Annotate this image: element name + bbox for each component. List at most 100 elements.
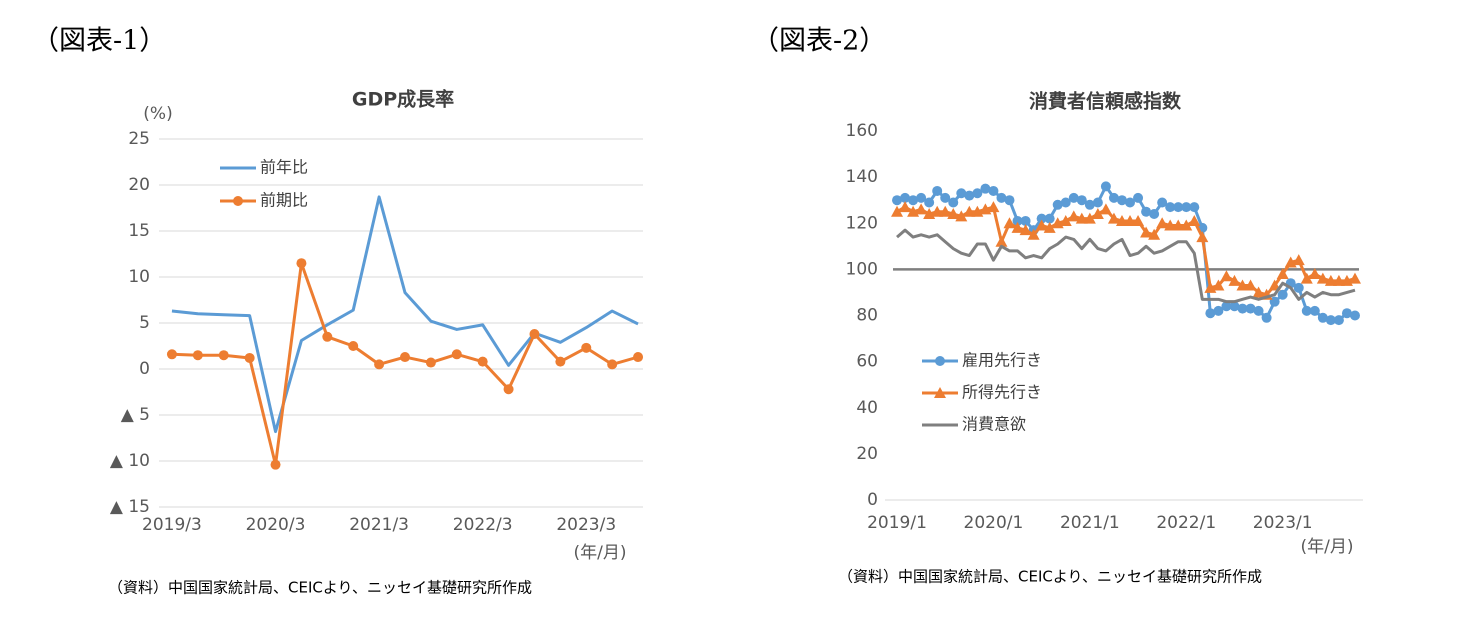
y-tick-label: 25 <box>128 129 150 149</box>
marker <box>899 201 912 213</box>
marker <box>1189 202 1200 213</box>
marker <box>932 185 943 196</box>
marker <box>1180 219 1193 231</box>
marker <box>972 188 983 199</box>
marker <box>964 190 975 201</box>
marker <box>924 197 935 208</box>
marker <box>915 203 928 215</box>
marker <box>581 342 592 353</box>
marker <box>908 195 919 206</box>
marker <box>939 205 952 217</box>
marker <box>233 196 243 206</box>
marker <box>995 235 1008 247</box>
marker <box>1348 272 1361 284</box>
marker <box>1019 224 1032 236</box>
y-axis-label: (%) <box>143 104 172 124</box>
marker <box>633 352 644 363</box>
marker <box>1325 315 1336 326</box>
marker <box>1116 195 1127 206</box>
marker <box>1115 214 1128 226</box>
line <box>896 205 1356 297</box>
marker <box>1301 305 1312 316</box>
marker <box>1149 209 1160 220</box>
chart-title: GDP成長率 <box>352 88 454 111</box>
x-tick-label: 2022/1 <box>1156 513 1216 533</box>
legend-label: 雇用先行き <box>962 351 1042 370</box>
y-tick-label: ▲ 5 <box>121 405 150 425</box>
marker <box>1300 272 1313 284</box>
marker <box>1349 310 1360 321</box>
marker <box>348 341 359 351</box>
marker <box>166 349 177 360</box>
marker <box>1316 272 1329 284</box>
marker <box>1092 197 1103 208</box>
marker <box>1157 197 1168 208</box>
y-tick-label: 15 <box>128 221 150 241</box>
x-tick-label: 2020/3 <box>246 515 306 535</box>
marker <box>948 197 959 208</box>
marker <box>1205 308 1216 319</box>
x-tick-label: 2021/3 <box>349 515 409 535</box>
marker <box>947 208 960 220</box>
marker <box>1148 228 1161 240</box>
marker <box>1221 301 1232 312</box>
marker <box>1212 279 1225 291</box>
marker <box>1164 219 1177 231</box>
marker <box>1141 206 1152 217</box>
marker <box>1004 195 1015 206</box>
marker <box>1237 303 1248 314</box>
marker <box>916 192 927 203</box>
marker <box>1196 231 1209 243</box>
marker <box>1293 282 1304 293</box>
y-tick-label: 0 <box>139 359 150 379</box>
marker <box>1165 202 1176 213</box>
x-tick-label: 2020/1 <box>964 513 1024 533</box>
marker <box>1091 208 1104 220</box>
marker <box>1245 303 1256 314</box>
marker <box>1292 254 1305 266</box>
figure-label: （図表-2） <box>752 26 886 57</box>
y-tick-label: 20 <box>856 444 878 464</box>
x-axis-label: (年/月) <box>1301 537 1354 557</box>
marker <box>940 192 951 203</box>
marker <box>1341 308 1352 319</box>
marker <box>956 188 967 199</box>
marker <box>1035 219 1048 231</box>
marker <box>1083 212 1096 224</box>
y-tick-label: 10 <box>128 267 150 287</box>
marker <box>451 349 462 360</box>
marker <box>555 356 566 367</box>
marker <box>425 357 436 368</box>
marker <box>1084 199 1095 210</box>
marker <box>1244 279 1257 291</box>
legend-label: 所得先行き <box>962 383 1042 402</box>
y-tick-label: 40 <box>856 398 878 418</box>
marker <box>1252 286 1265 298</box>
marker <box>1125 197 1136 208</box>
marker <box>996 192 1007 203</box>
marker <box>1253 305 1264 316</box>
marker <box>192 350 203 361</box>
marker <box>1003 217 1016 229</box>
y-tick-label: 20 <box>128 175 150 195</box>
marker <box>1012 215 1023 226</box>
marker <box>1108 192 1119 203</box>
legend-label: 消費意欲 <box>962 415 1026 434</box>
marker <box>322 331 333 342</box>
marker <box>270 459 281 470</box>
marker <box>1173 202 1184 213</box>
marker <box>1132 214 1145 226</box>
line <box>896 228 1356 304</box>
marker <box>1100 181 1111 192</box>
marker <box>1181 202 1192 213</box>
marker <box>1213 305 1224 316</box>
marker <box>987 201 1000 213</box>
marker <box>1156 217 1169 229</box>
marker <box>1317 312 1328 323</box>
y-tick-label: 100 <box>846 259 878 279</box>
line <box>171 195 639 434</box>
y-tick-label: 60 <box>856 352 878 372</box>
marker <box>218 350 229 361</box>
marker <box>955 210 968 222</box>
